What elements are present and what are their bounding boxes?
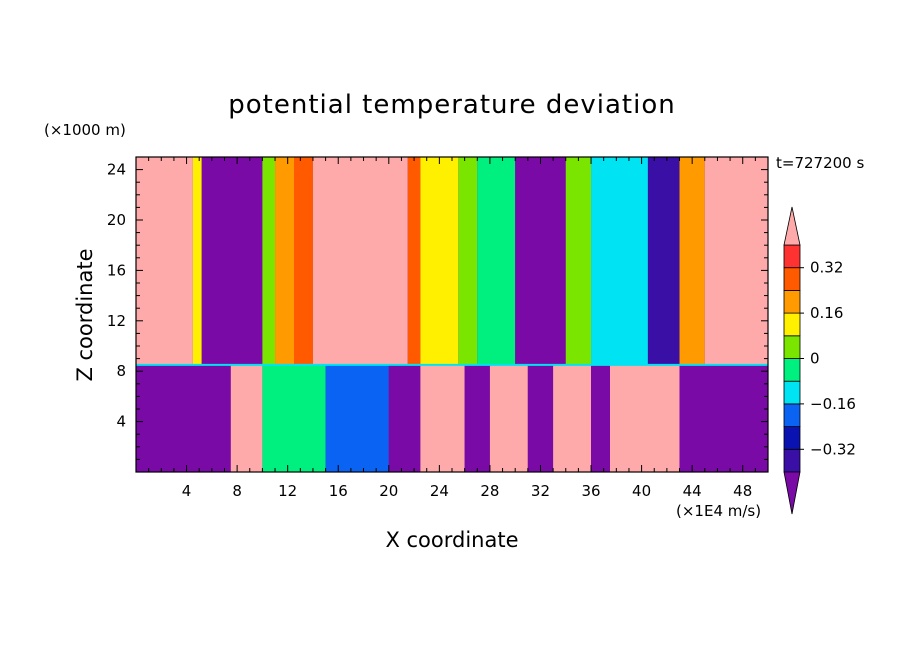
x-axis-label: X coordinate [385,528,518,552]
x-tick-label: 48 [733,482,752,500]
x-tick-label: 28 [480,482,499,500]
lower-band-7 [489,364,528,472]
upper-band-2 [201,157,263,365]
colorbar-swatch [783,448,801,473]
upper-band-0 [136,157,193,365]
y-axis-label: Z coordinate [73,248,97,381]
colorbar-tick-label: −0.16 [810,395,856,413]
lower-band-12 [679,364,768,472]
colorbar-top-triangle [783,206,801,246]
upper-band-7 [407,157,421,365]
x-tick-label: 36 [581,482,600,500]
y-unit-label: (×1000 m) [44,121,126,139]
y-tick-label: 12 [107,312,126,330]
x-tick-label: 32 [531,482,550,500]
upper-band-3 [262,157,276,365]
colorbar-swatch [783,312,801,337]
y-tick-label: 24 [107,161,126,179]
colorbar-tick-label: 0 [810,350,820,368]
upper-layer-bands [136,157,768,365]
chart-title: potential temperature deviation [228,90,675,120]
lower-band-8 [527,364,554,472]
x-tick-label: 16 [329,482,348,500]
colorbar-swatch [783,358,801,382]
x-axis-ticks: 4 8 12 16 20 24 28 32 36 40 44 48 [148,157,756,500]
upper-band-6 [312,157,408,365]
upper-band-13 [591,157,648,365]
time-label: t=727200 s [776,154,864,172]
lower-band-0 [136,364,231,472]
upper-band-14 [647,157,680,365]
lower-layer-bands [136,363,768,472]
x-tick-label: 12 [278,482,297,500]
x-tick-label: 44 [683,482,702,500]
x-tick-label: 8 [232,482,242,500]
lower-band-1 [230,364,263,472]
upper-band-8 [420,157,459,365]
colorbar-swatch [783,244,801,269]
x-tick-label: 20 [379,482,398,500]
lower-band-4 [388,364,421,472]
lower-band-11 [610,364,680,472]
colorbar: 0.32 0.16 0 −0.16 −0.32 [783,206,856,515]
lower-band-9 [553,364,592,472]
lower-band-2 [262,364,326,472]
upper-band-4 [275,157,294,365]
lower-band-6 [464,364,490,472]
lower-band-5 [420,364,465,472]
upper-band-1 [192,157,202,365]
upper-band-10 [477,157,516,365]
lower-band-10 [591,364,610,472]
colorbar-swatch [783,335,801,359]
x-unit-label: (×1E4 m/s) [676,502,761,520]
colorbar-swatch [783,267,801,291]
colorbar-tick-label: 0.32 [810,259,843,277]
upper-band-16 [704,157,768,365]
upper-band-9 [458,157,478,365]
colorbar-swatch [783,403,801,427]
colorbar-swatch [783,289,801,314]
y-tick-label: 8 [116,362,126,380]
y-axis-ticks: 4 8 12 16 20 24 [107,161,768,460]
colorbar-tick-label: 0.16 [810,304,843,322]
plot-area [136,157,768,472]
y-tick-label: 16 [107,261,126,279]
lower-band-3 [325,364,389,472]
upper-band-5 [294,157,313,365]
x-tick-label: 24 [430,482,449,500]
upper-band-11 [515,157,566,365]
y-tick-label: 20 [107,211,126,229]
colorbar-tick-label: −0.32 [810,440,856,458]
x-tick-label: 4 [182,482,192,500]
x-tick-label: 40 [632,482,651,500]
colorbar-swatch [783,426,801,450]
upper-band-15 [679,157,705,365]
colorbar-bottom-triangle [783,471,801,515]
upper-band-12 [565,157,592,365]
y-tick-label: 4 [116,413,126,431]
colorbar-swatch [783,380,801,405]
